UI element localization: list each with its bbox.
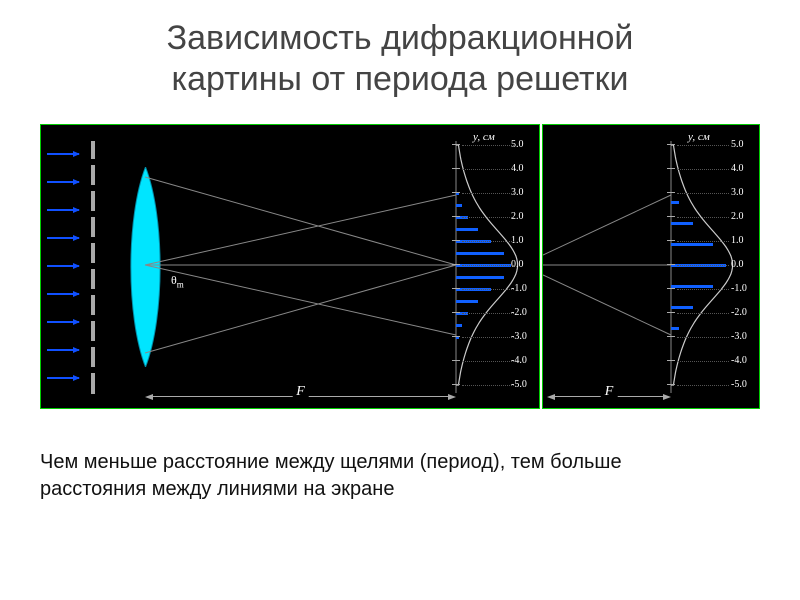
- diffraction-fringe: [456, 252, 504, 255]
- axis-tick: [667, 264, 675, 265]
- axis-tick-label: -1.0: [731, 283, 747, 294]
- axis-tick: [452, 384, 460, 385]
- title-line2: картины от периода решетки: [172, 60, 629, 98]
- axis-tick: [667, 288, 675, 289]
- axis-tick-label: 5.0: [731, 139, 744, 150]
- axis-tick: [667, 240, 675, 241]
- diffraction-fringe: [456, 228, 478, 231]
- axis-tick-label: -3.0: [731, 331, 747, 342]
- diffraction-fringe: [456, 300, 478, 303]
- right-panel: 5.0 4.0 3.0 2.0 1.0 0.0 -1.0 -2.0 -3.0 -4.0 -5.0 у…: [542, 124, 760, 409]
- axis-tick: [452, 336, 460, 337]
- slide-caption: Чем меньше расстояние между щелями (пери…: [0, 409, 800, 503]
- axis-tick-label: 1.0: [731, 235, 744, 246]
- focal-length-marker-left: F: [145, 388, 456, 402]
- axis-tick: [667, 192, 675, 193]
- axis-tick: [667, 336, 675, 337]
- diffraction-fringe: [671, 306, 693, 309]
- axis-tick: [452, 144, 460, 145]
- axis-tick-label: 3.0: [731, 187, 744, 198]
- left-panel: θm 5.04.03.02.01.00.0-1.0-2.0-3.0-4.0-5.…: [40, 124, 540, 409]
- axis-tick: [667, 168, 675, 169]
- diffraction-fringe: [671, 285, 713, 288]
- diffraction-fringe: [671, 201, 679, 204]
- axis-tick: [667, 360, 675, 361]
- title-line1: Зависимость дифракционной: [167, 19, 634, 57]
- y-axis-label-right: у, см: [688, 131, 710, 143]
- axis-tick-label: -4.0: [731, 355, 747, 366]
- y-axis-label-left: у, см: [473, 131, 495, 143]
- axis-tick: [452, 240, 460, 241]
- intensity-envelope-left: [41, 125, 541, 410]
- axis-tick: [667, 216, 675, 217]
- diffraction-fringe: [671, 243, 713, 246]
- focal-length-marker-right: F: [547, 388, 671, 402]
- diffraction-fringe: [456, 204, 462, 207]
- caption-line2: расстояния между линиями на экране: [40, 478, 394, 500]
- axis-tick: [452, 216, 460, 217]
- axis-tick: [452, 312, 460, 313]
- axis-tick: [452, 360, 460, 361]
- axis-tick: [667, 144, 675, 145]
- diagram: θm 5.04.03.02.01.00.0-1.0-2.0-3.0-4.0-5.…: [40, 124, 760, 409]
- axis-tick: [452, 288, 460, 289]
- axis-tick: [452, 264, 460, 265]
- axis-tick: [667, 312, 675, 313]
- intensity-envelope-right: [543, 125, 761, 410]
- axis-tick-label: -5.0: [731, 379, 747, 390]
- diffraction-fringe: [671, 327, 679, 330]
- caption-line1: Чем меньше расстояние между щелями (пери…: [40, 451, 622, 473]
- axis-tick: [452, 168, 460, 169]
- diffraction-fringe: [456, 276, 504, 279]
- diffraction-fringe: [456, 324, 462, 327]
- diffraction-fringe: [671, 222, 693, 225]
- axis-tick: [667, 384, 675, 385]
- axis-tick-label: 4.0: [731, 163, 744, 174]
- slide-title: Зависимость дифракционной картины от пер…: [0, 0, 800, 114]
- axis-tick: [452, 192, 460, 193]
- axis-tick-label: 0.0: [731, 259, 744, 270]
- axis-tick-label: -2.0: [731, 307, 747, 318]
- axis-tick-label: 2.0: [731, 211, 744, 222]
